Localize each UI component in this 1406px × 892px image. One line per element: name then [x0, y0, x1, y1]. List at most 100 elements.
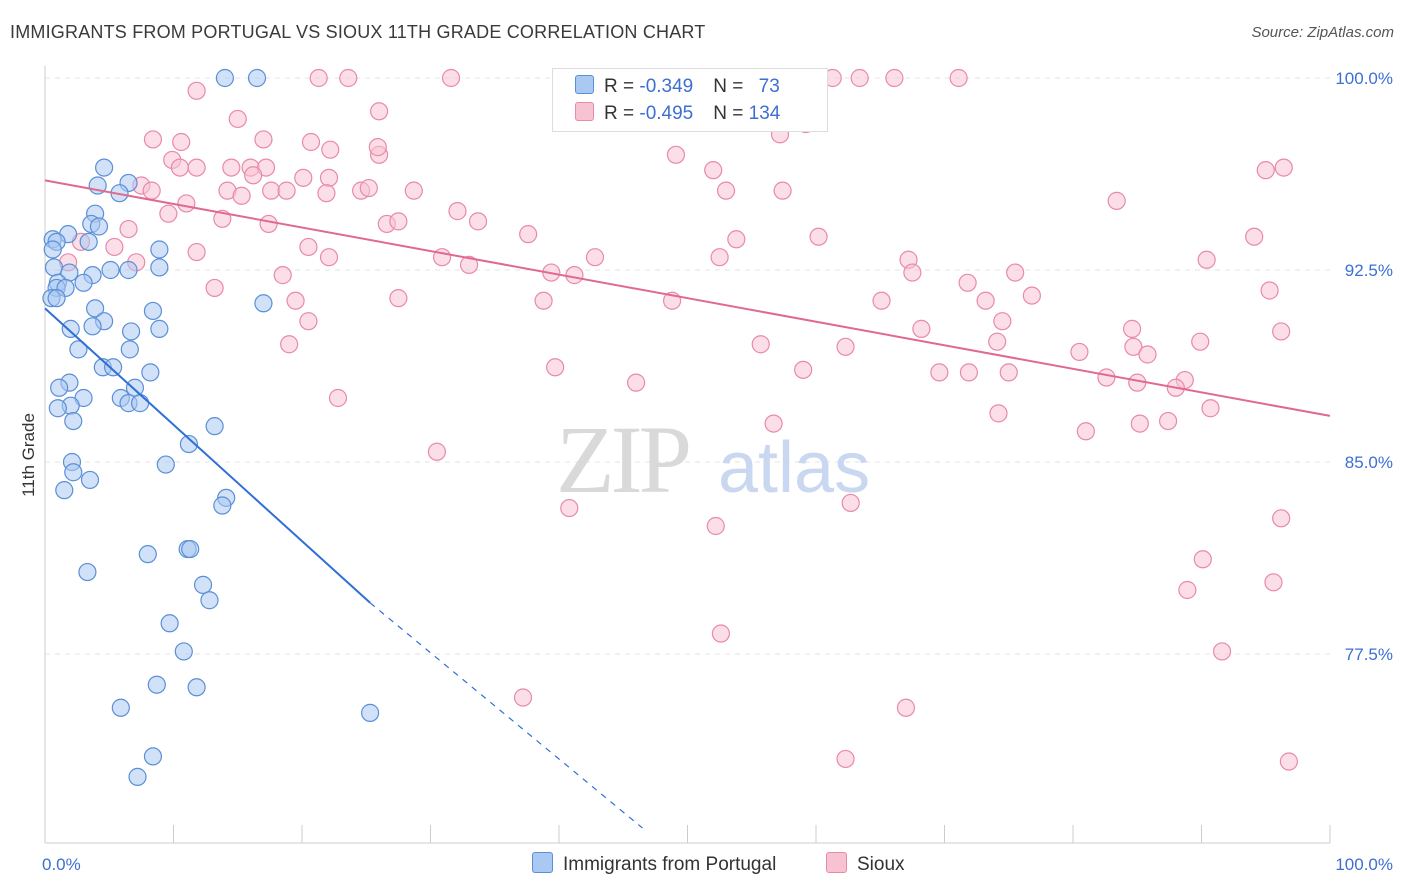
sioux-point [299, 312, 318, 331]
sioux-point [1097, 368, 1116, 387]
portugal-point [74, 273, 93, 292]
sioux-point [309, 68, 328, 88]
sioux-point [1158, 411, 1178, 431]
sioux-point [159, 204, 178, 223]
portugal-point [174, 642, 193, 661]
portugal-point [104, 358, 123, 377]
portugal-point [181, 539, 200, 559]
sioux-point [704, 161, 723, 180]
legend-r-label: R = [604, 103, 640, 124]
portugal-point [254, 294, 273, 313]
bottom-legend-sioux: Sioux [826, 852, 905, 876]
sioux-point [809, 227, 828, 246]
sioux-point [1279, 752, 1298, 771]
portugal-point [205, 417, 224, 436]
sioux-point [872, 291, 891, 310]
sioux-point [404, 181, 423, 200]
sioux-point [441, 68, 461, 88]
sioux-point [319, 248, 339, 267]
bottom-legend-label: Sioux [857, 854, 905, 875]
portugal-point [43, 240, 62, 259]
sioux-point [105, 237, 124, 257]
sioux-point [773, 181, 792, 200]
sioux-point [321, 140, 340, 159]
sioux-point [370, 102, 389, 121]
portugal-point [160, 614, 179, 633]
sioux-point [546, 358, 565, 377]
sioux-point [368, 138, 387, 157]
watermark-atlas: atlas [718, 428, 870, 508]
sioux-point [850, 68, 869, 88]
legend-r-value: -0.349 [639, 76, 694, 97]
sioux-point [468, 212, 488, 231]
bottom-legend-portugal: Immigrants from Portugal [532, 852, 776, 876]
sioux-point [988, 332, 1007, 351]
source-label: Source: ZipAtlas.com [1251, 24, 1394, 41]
sioux-point [626, 373, 646, 392]
sioux-point [1138, 345, 1157, 364]
x-tick-label: 0.0% [42, 855, 81, 874]
portugal-point [147, 675, 166, 694]
sioux-point [989, 404, 1008, 423]
bottom-swatch-pink [826, 852, 847, 873]
portugal-point [128, 767, 147, 786]
portugal-point [179, 434, 199, 454]
portugal-point [215, 68, 234, 88]
sioux-point [764, 414, 783, 433]
sioux-point [841, 493, 860, 513]
portugal-point [156, 455, 175, 474]
legend-swatch-blue [575, 75, 594, 94]
sioux-point [519, 225, 538, 244]
portugal-point [247, 68, 267, 88]
sioux-point [513, 688, 533, 707]
sioux-point [1191, 332, 1210, 351]
y-tick-label: 77.5% [1345, 645, 1393, 664]
portugal-point [55, 481, 74, 500]
portugal-point [95, 158, 114, 177]
y-axis-title: 11th Grade [19, 413, 38, 497]
portugal-point [64, 411, 83, 431]
watermark-zip: ZIP [556, 406, 689, 513]
sioux-point [560, 498, 579, 518]
sioux-point [317, 184, 336, 203]
portugal-point [120, 340, 139, 359]
portugal-point [89, 217, 109, 236]
sioux-point [319, 168, 339, 187]
sioux-point [836, 337, 855, 356]
sioux-point [1070, 342, 1089, 362]
legend-row-portugal: R = -0.349 N = 73 [575, 75, 780, 99]
sioux-point [1197, 250, 1216, 269]
portugal-point [361, 703, 380, 722]
sioux-point [1272, 509, 1291, 528]
y-tick-label: 85.0% [1345, 453, 1393, 472]
legend: R = -0.349 N = 73 R = -0.495 N = 134 [552, 68, 828, 132]
legend-swatch-pink [575, 102, 594, 121]
sioux-point [903, 263, 922, 282]
portugal-point [83, 317, 102, 336]
sioux-point [119, 219, 138, 239]
sioux-point [1193, 550, 1212, 569]
portugal-point [64, 463, 83, 482]
sioux-point [959, 363, 979, 382]
sioux-point [534, 291, 553, 310]
sioux-point [993, 312, 1012, 331]
sioux-point [1124, 337, 1143, 356]
sioux-point [1178, 580, 1197, 600]
sioux-point [280, 335, 299, 354]
sioux-point [1006, 263, 1025, 282]
portugal-point [150, 258, 169, 277]
sioux-point [301, 132, 321, 152]
legend-n-value: 73 [758, 76, 780, 97]
sioux-point [949, 68, 968, 88]
sioux-point [339, 68, 358, 88]
chart-title: IMMIGRANTS FROM PORTUGAL VS SIOUX 11TH G… [10, 22, 706, 42]
sioux-point [262, 181, 281, 200]
sioux-point [222, 158, 241, 177]
sioux-point [716, 181, 736, 200]
sioux-point [896, 698, 916, 717]
sioux-point [1274, 158, 1293, 177]
sioux-point [328, 388, 348, 408]
sioux-point [565, 266, 584, 285]
sioux-point [710, 248, 729, 267]
sioux-point [976, 291, 995, 310]
